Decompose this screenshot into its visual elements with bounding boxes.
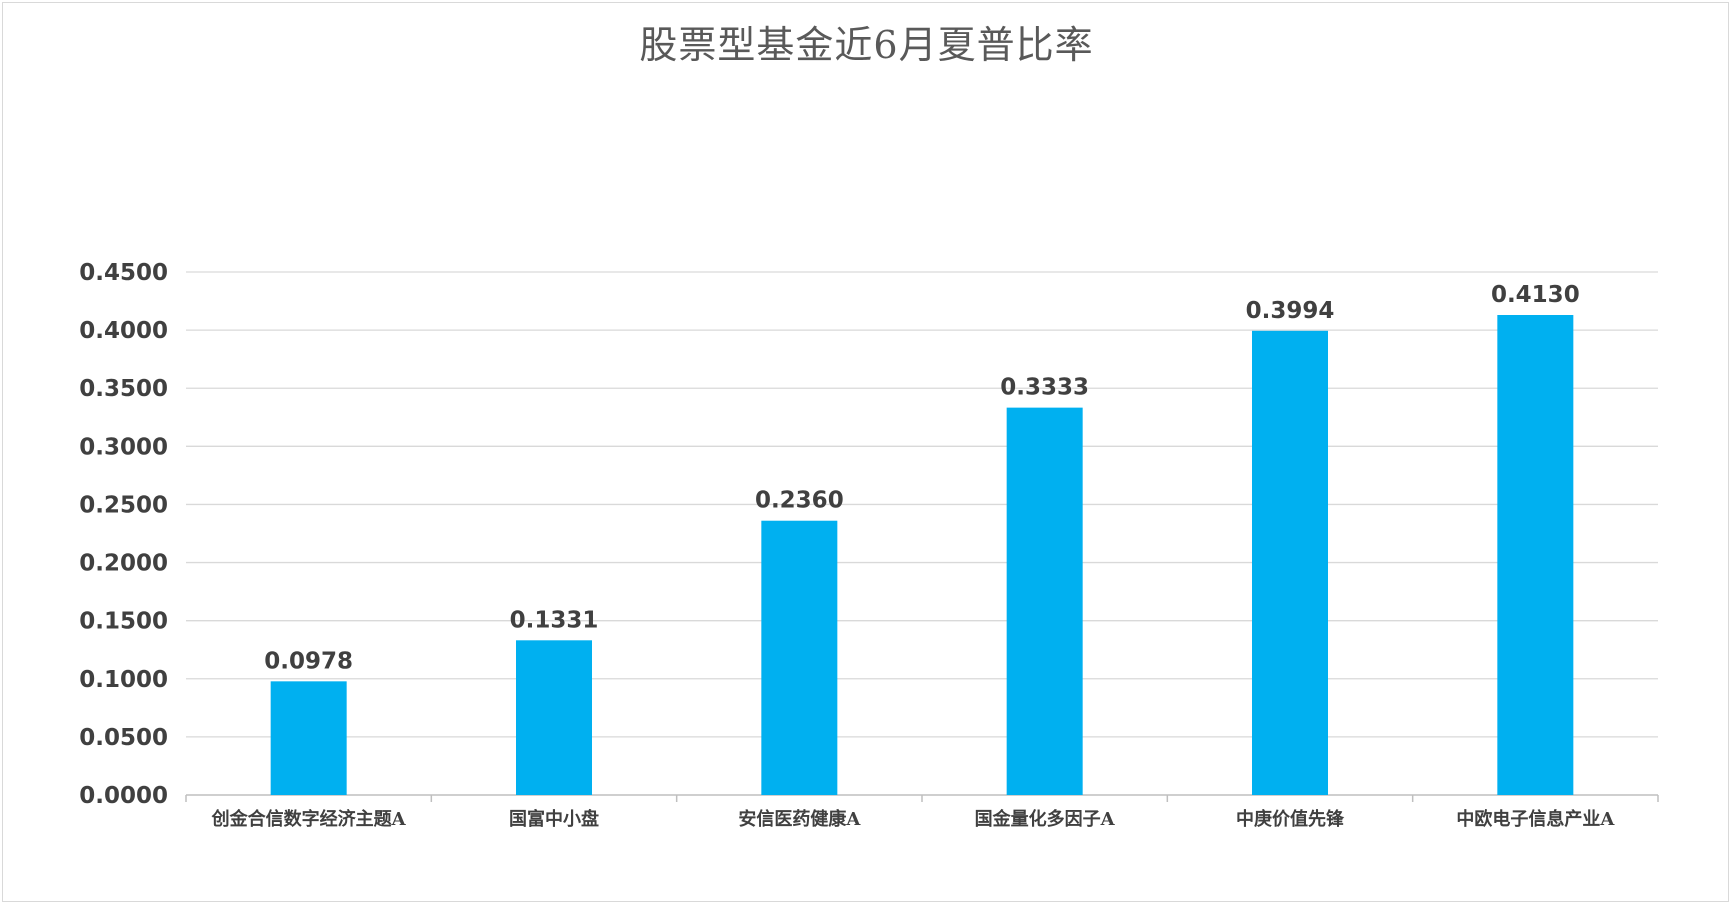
- bar: [270, 681, 347, 795]
- y-tick-label: 0.0000: [79, 783, 168, 809]
- bar: [1006, 407, 1083, 795]
- bar: [761, 520, 838, 795]
- chart-title: 股票型基金近6月夏普比率: [639, 23, 1094, 67]
- y-tick-label: 0.4000: [79, 318, 168, 344]
- gridlines: [186, 271, 1658, 738]
- x-category-label: 中庚价值先锋: [1236, 808, 1345, 830]
- bars: [270, 315, 1574, 795]
- labels: 0.0000 0.0500 0.1000 0.1500 0.2000 0.2500 0.30…: [79, 260, 1615, 830]
- bar: [516, 640, 592, 795]
- y-tick-label: 0.2500: [79, 492, 168, 518]
- data-label: 0.3994: [1246, 298, 1335, 324]
- data-label: 0.3333: [1000, 375, 1089, 401]
- data-label: 0.2360: [755, 488, 844, 514]
- x-category-label: 安信医药健康A: [738, 808, 861, 830]
- data-label: 0.0978: [264, 648, 353, 674]
- y-tick-label: 0.0500: [79, 725, 168, 751]
- bar: [1497, 315, 1574, 795]
- x-category-label: 国金量化多因子A: [975, 808, 1116, 830]
- y-tick-label: 0.2000: [79, 551, 168, 577]
- y-tick-label: 0.3500: [79, 376, 168, 402]
- x-category-label: 中欧电子信息产业A: [1456, 808, 1615, 830]
- y-tick-label: 0.1500: [79, 609, 168, 635]
- axis: [185, 794, 1659, 802]
- x-category-label: 创金合信数字经济主题A: [211, 808, 407, 830]
- y-tick-label: 0.3000: [79, 434, 168, 460]
- y-tick-label: 0.4500: [79, 260, 168, 286]
- data-label: 0.4130: [1491, 282, 1580, 308]
- x-category-label: 国富中小盘: [509, 808, 599, 830]
- y-tick-label: 0.1000: [79, 667, 168, 693]
- data-label: 0.1331: [510, 607, 599, 633]
- bar: [1252, 330, 1328, 795]
